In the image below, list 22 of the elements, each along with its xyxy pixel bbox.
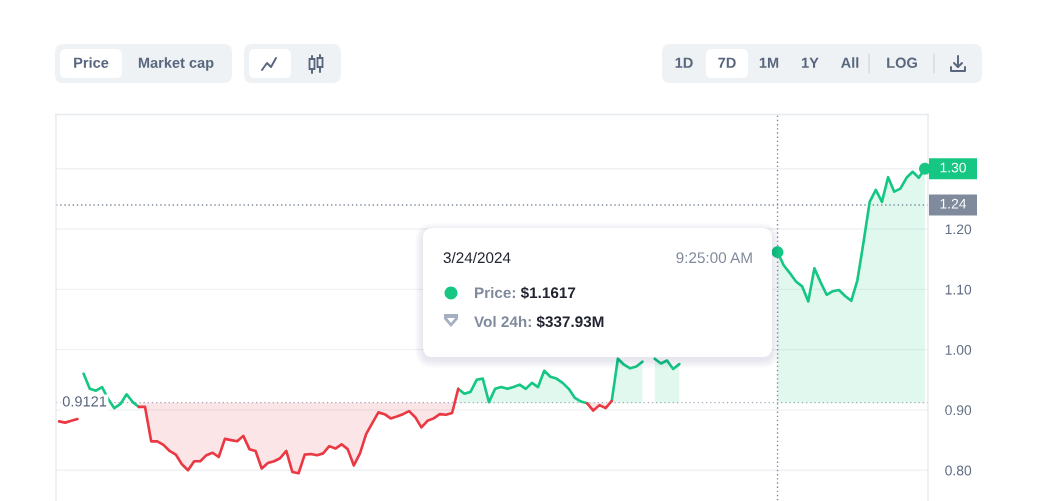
y-tick-label: 1.00 (945, 344, 972, 355)
text: 1Y (802, 57, 819, 68)
y-tick-label: 0.90 (945, 405, 972, 416)
text: LOG (887, 57, 917, 68)
annotation: $337.93M (536, 315, 604, 329)
text: 7D (718, 57, 736, 68)
text: All (841, 57, 859, 68)
y-tick-label: 1.20 (945, 224, 972, 235)
y-tick-label: 0.80 (945, 465, 972, 476)
text: Price (74, 57, 109, 68)
annotation: $1.1617 (520, 286, 576, 300)
y-tick-label: 1.10 (945, 284, 972, 295)
text: 1D (675, 57, 693, 68)
text: 1M (759, 57, 779, 68)
annotation: 3/24/2024 (443, 251, 511, 264)
data-label: 1.30 (940, 162, 966, 173)
ref-line-label: 0.9121 (62, 396, 107, 407)
annotation: 9:25:00 AM (676, 252, 752, 264)
annotation: Vol 24h: (474, 315, 531, 328)
text: Market cap (138, 57, 214, 71)
annotation: Price: (475, 286, 515, 299)
ref-line-label: 1.24 (940, 198, 967, 209)
